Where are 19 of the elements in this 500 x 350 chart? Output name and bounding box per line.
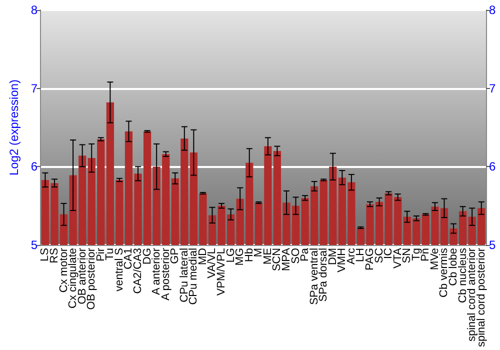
x-tick-label: RS (48, 248, 60, 264)
y-axis-title: Log2 (expression) (7, 79, 21, 176)
y-tick-label: 5 (30, 238, 38, 252)
x-tick-label: GP (169, 248, 182, 264)
y2-tick-label: 7 (489, 81, 496, 96)
x-tick-label: OB anterior (76, 248, 88, 304)
x-tick-label: Pa (299, 247, 312, 262)
x-tick-label: CPu medial (188, 248, 200, 305)
y-tick-label: 8 (30, 3, 38, 17)
y-tick-label: 7 (30, 81, 38, 96)
x-tick-label: Hb (243, 248, 256, 262)
y-tick-label: 6 (30, 160, 38, 174)
y2-tick-label: 6 (489, 160, 496, 174)
x-tick-label: M (252, 248, 265, 258)
x-tick-label: SO (290, 248, 302, 264)
y2-tick-label: 5 (489, 238, 496, 252)
x-tick-label: DG (141, 248, 154, 264)
x-tick-label: IC (382, 248, 395, 259)
y2-tick-label: 8 (489, 3, 496, 17)
